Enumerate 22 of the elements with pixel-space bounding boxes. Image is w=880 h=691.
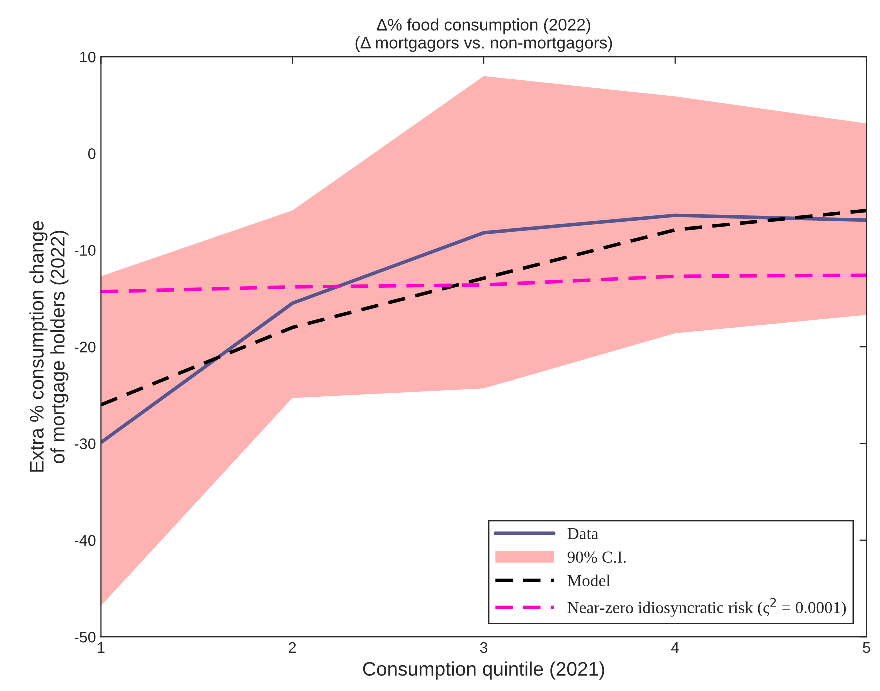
chart-title: Δ% food consumption (2022) (Δ mortgagors vs. non-mortgagors) bbox=[356, 18, 612, 52]
y-axis-title: Extra % consumption change of mortgage holders (2022) bbox=[30, 221, 69, 472]
x-tick-label: 5 bbox=[863, 642, 870, 654]
y-tick-label: 0 bbox=[88, 148, 96, 160]
y-tick-label: -20 bbox=[74, 342, 96, 353]
line-series bbox=[101, 214, 867, 445]
x-tick-label: 2 bbox=[289, 642, 296, 654]
y-tick-label: -10 bbox=[74, 245, 96, 256]
legend-label: Data bbox=[568, 528, 599, 540]
y-tick-label: 10 bbox=[80, 52, 96, 63]
x-tick-label: 3 bbox=[480, 642, 488, 654]
y-tick-label: -30 bbox=[74, 438, 96, 450]
y-tick-label: -40 bbox=[74, 535, 96, 546]
x-tick-label: 1 bbox=[98, 642, 105, 654]
line-series bbox=[101, 209, 867, 407]
legend-label: Near-zero idiosyncratic risk (ς$^{2}$ = 0.0001) bbox=[568, 598, 846, 617]
line-series bbox=[101, 274, 867, 294]
legend-label: Model bbox=[568, 574, 610, 587]
legend-label: 90% C.I. bbox=[568, 552, 626, 564]
x-tick-label: 4 bbox=[672, 642, 680, 654]
y-tick-label: -50 bbox=[74, 632, 96, 643]
x-axis-title: Consumption quintile (2021) bbox=[363, 662, 604, 680]
